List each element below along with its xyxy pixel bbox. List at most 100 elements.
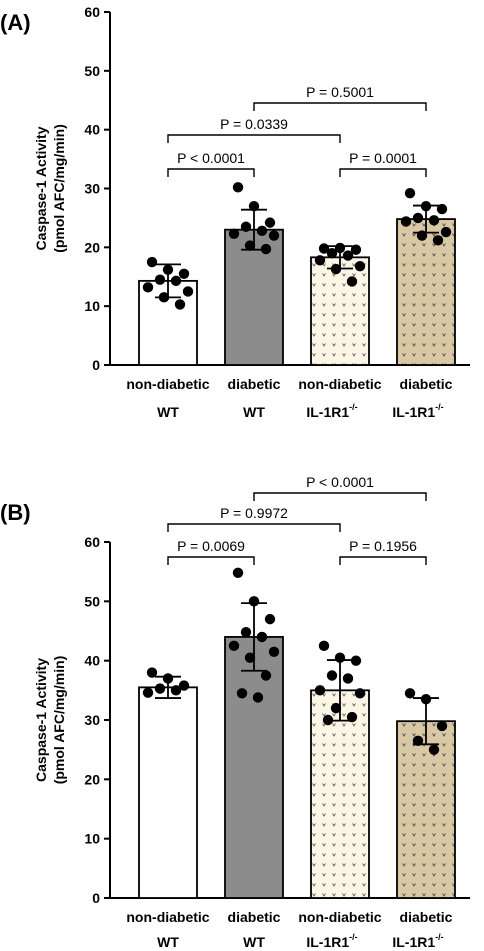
data-point: [428, 744, 440, 755]
data-point: [252, 692, 264, 703]
y-axis-title-line2: (pmol AFC/mg/min): [51, 656, 67, 785]
y-tick-label: 60: [84, 534, 100, 550]
data-point: [228, 228, 240, 240]
data-point: [440, 226, 452, 238]
data-point: [342, 673, 354, 684]
y-axis-title-line2: (pmol AFC/mg/min): [51, 124, 67, 253]
data-point: [268, 646, 280, 657]
category-label-line1: non-diabetic: [126, 376, 209, 392]
p-value-label: P = 0.5001: [306, 84, 374, 100]
y-tick-label: 0: [92, 890, 100, 906]
data-point: [240, 221, 252, 232]
category-label-line2: IL-1R1-/-: [306, 932, 357, 950]
category-label-superscript: -/-: [349, 932, 358, 942]
data-point: [256, 631, 268, 643]
category-label-line1: diabetic: [228, 909, 281, 925]
bar: [138, 686, 198, 899]
category-label-line2: WT: [157, 934, 179, 950]
y-axis-title-line1: Caspase-1 Activity: [33, 126, 49, 250]
p-value-label: P < 0.0001: [177, 150, 245, 166]
data-point: [264, 217, 276, 228]
data-point: [244, 240, 256, 251]
data-point: [342, 250, 354, 261]
data-point: [432, 235, 444, 246]
panel-label: (A): [0, 10, 31, 35]
data-point: [170, 685, 182, 696]
data-point: [326, 670, 338, 681]
data-point: [412, 212, 424, 224]
y-tick-label: 20: [84, 771, 100, 787]
data-point: [240, 626, 252, 638]
y-tick-label: 0: [92, 357, 100, 373]
data-point: [146, 256, 158, 268]
y-axis-title-line1: Caspase-1 Activity: [33, 658, 49, 782]
data-point: [350, 655, 362, 666]
category-label-superscript: -/-: [349, 402, 358, 412]
chart-panel-a: (A) 0 10 20 30 40 50 60 Caspase-1 Activity (pmol …: [0, 4, 470, 420]
comparison-bracket: [339, 556, 427, 565]
category-label-line2: WT: [243, 404, 265, 420]
y-tick-label: 40: [84, 122, 100, 138]
comparison-bracket: [167, 168, 255, 177]
y-tick-label: 10: [84, 831, 100, 847]
bar: [396, 720, 456, 899]
data-point: [228, 640, 240, 652]
data-point: [314, 685, 326, 696]
p-value-label: P = 0.1956: [349, 538, 417, 554]
p-value-label: P < 0.0001: [306, 474, 374, 490]
data-point: [354, 688, 366, 699]
category-label-superscript: -/-: [435, 932, 444, 942]
data-point: [400, 216, 412, 227]
data-point: [142, 282, 154, 293]
data-point: [170, 275, 182, 287]
data-point: [174, 299, 186, 310]
data-point: [236, 688, 248, 699]
p-value-label: P = 0.0001: [349, 150, 417, 166]
data-point: [318, 640, 330, 652]
comparison-bracket: [167, 523, 341, 532]
category-label-line2: IL-1R1-/-: [392, 402, 443, 420]
data-point: [142, 687, 154, 698]
p-value-label: P = 0.0339: [220, 116, 288, 132]
comparison-bracket: [167, 134, 341, 143]
data-point: [244, 652, 256, 663]
p-value-label: P = 0.0069: [177, 538, 245, 554]
data-point: [436, 203, 448, 215]
bar: [310, 256, 370, 366]
y-tick-label: 50: [84, 593, 100, 609]
category-label-line2: IL-1R1-/-: [306, 402, 357, 420]
y-tick-label: 20: [84, 239, 100, 255]
data-point: [182, 286, 194, 297]
data-point: [154, 683, 166, 694]
data-point: [326, 248, 338, 259]
data-point: [404, 688, 416, 699]
p-value-label: P = 0.9972: [220, 505, 288, 521]
category-label-line1: diabetic: [228, 376, 281, 392]
category-label-line2: WT: [157, 404, 179, 420]
bar: [310, 689, 370, 899]
category-label-line1: non-diabetic: [298, 909, 381, 925]
category-label-line1: diabetic: [400, 376, 453, 392]
panel-label: (B): [0, 500, 31, 525]
y-tick-label: 30: [84, 181, 100, 197]
data-point: [412, 735, 424, 746]
data-point: [436, 720, 448, 732]
data-point: [268, 230, 280, 241]
comparison-bracket: [339, 168, 427, 177]
data-point: [146, 667, 158, 678]
data-point: [350, 244, 362, 255]
data-point: [404, 188, 416, 199]
data-point: [330, 702, 342, 714]
data-point: [346, 276, 358, 287]
bar: [396, 218, 456, 366]
data-point: [178, 268, 190, 280]
bar: [224, 636, 284, 899]
y-tick-label: 50: [84, 63, 100, 79]
category-label-line1: non-diabetic: [298, 376, 381, 392]
comparison-bracket: [167, 556, 255, 565]
data-point: [178, 680, 190, 691]
category-label-line2: IL-1R1-/-: [392, 932, 443, 950]
chart-panel-b: (B) 0 10 20 30 40 50 60 Caspase-1 Activity (pmol …: [0, 474, 470, 950]
bar: [224, 228, 284, 366]
